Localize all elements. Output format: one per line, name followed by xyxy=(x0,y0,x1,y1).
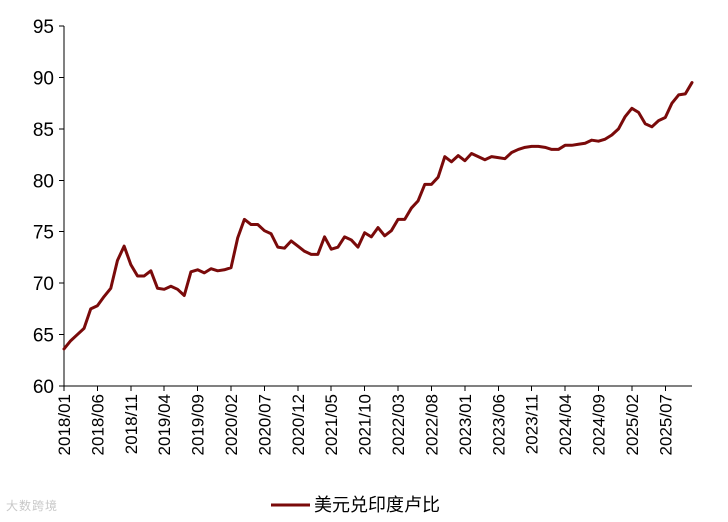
x-tick-label: 2022/03 xyxy=(389,394,408,455)
x-tick-label: 2023/11 xyxy=(523,394,542,454)
x-tick-label: 2018/11 xyxy=(122,394,141,454)
legend: 美元兑印度卢比 xyxy=(271,495,440,516)
x-tick-label: 2023/01 xyxy=(456,394,475,455)
watermark-text: 大数跨境 xyxy=(6,499,59,513)
x-tick-label: 2021/10 xyxy=(356,394,375,455)
watermark-logo: 大数跨境 xyxy=(6,497,58,514)
x-tick-label: 2018/01 xyxy=(55,394,74,455)
y-tick-label: 65 xyxy=(33,326,54,347)
x-tick-label: 2025/07 xyxy=(656,394,675,455)
y-tick-label: 70 xyxy=(33,274,54,295)
y-tick-label: 60 xyxy=(33,377,54,398)
x-tick-label: 2021/05 xyxy=(322,394,341,455)
x-tick-label: 2018/06 xyxy=(88,394,107,455)
y-tick-label: 75 xyxy=(33,223,54,244)
y-tick-label: 95 xyxy=(33,17,54,38)
y-tick-label: 80 xyxy=(33,171,54,192)
series-group xyxy=(62,81,694,351)
legend-label: 美元兑印度卢比 xyxy=(314,495,440,516)
x-tick-label: 2022/08 xyxy=(422,394,441,455)
x-tick-label: 2024/04 xyxy=(556,394,575,455)
x-tick-label: 2019/04 xyxy=(155,394,174,455)
x-tick-label: 2023/06 xyxy=(489,394,508,455)
x-axis: 2018/01 2018/06 2018/11 2019/04 2019/09 2020/… xyxy=(55,385,692,455)
x-tick-label: 2024/09 xyxy=(589,394,608,455)
y-tick-label: 90 xyxy=(33,68,54,89)
x-tick-label: 2025/02 xyxy=(623,394,642,455)
x-tick-label: 2019/09 xyxy=(189,394,208,455)
x-tick-label: 2020/12 xyxy=(289,394,308,455)
x-tick-label: 2020/07 xyxy=(255,394,274,455)
x-tick-label: 2020/02 xyxy=(222,394,241,455)
y-tick-label: 85 xyxy=(33,120,54,141)
y-axis: 60 65 70 75 80 85 90 95 xyxy=(33,17,65,398)
series-line xyxy=(62,81,694,351)
